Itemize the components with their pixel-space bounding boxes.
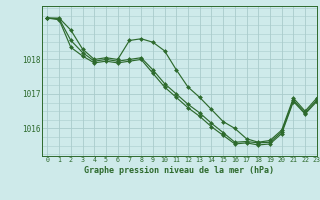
X-axis label: Graphe pression niveau de la mer (hPa): Graphe pression niveau de la mer (hPa) [84, 166, 274, 175]
